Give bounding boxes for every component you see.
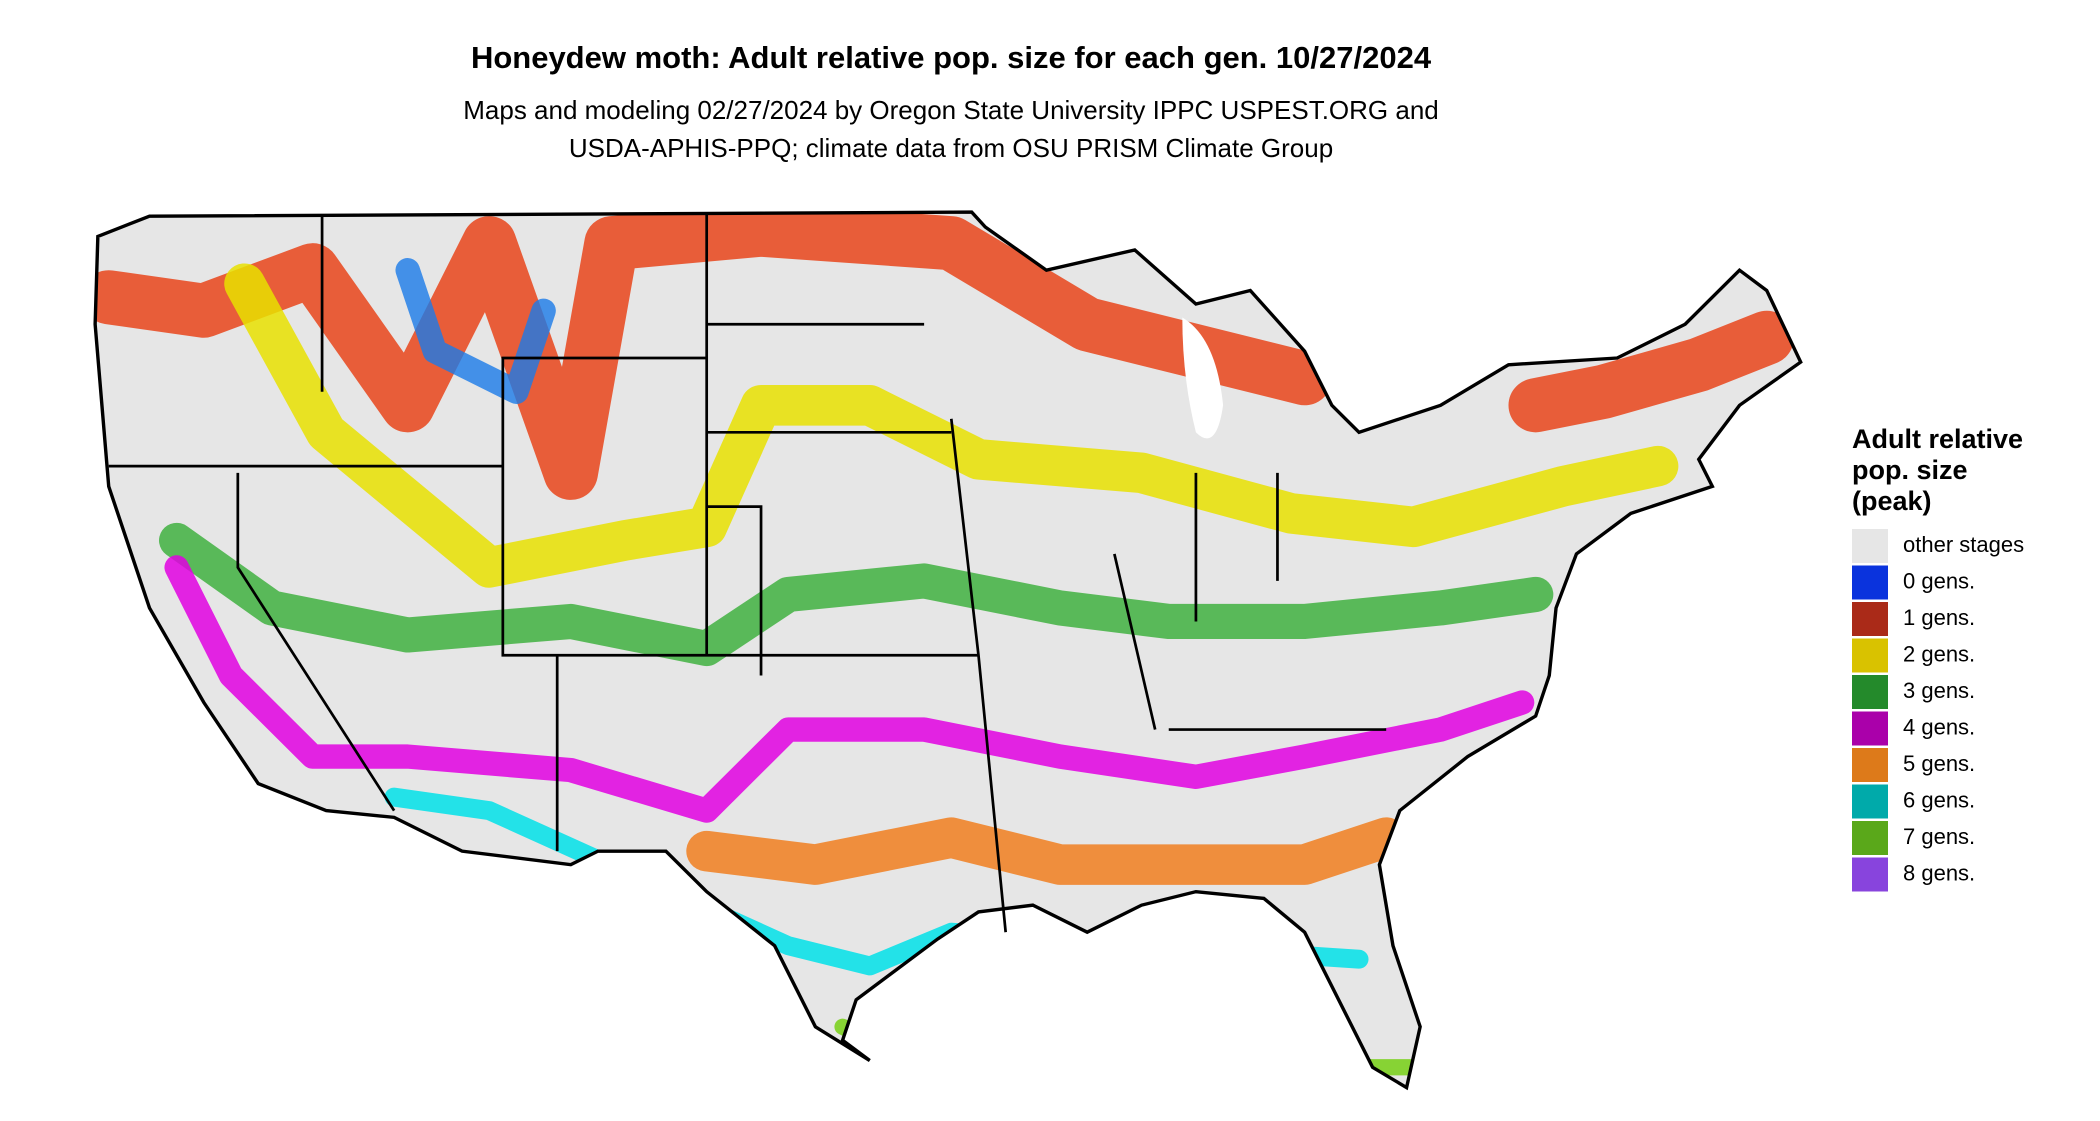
generation-bands xyxy=(95,212,1794,1076)
legend-label: 4 gens. xyxy=(1903,714,1975,739)
legend-swatch xyxy=(1852,857,1888,892)
legend-swatch xyxy=(1852,748,1888,782)
legend-label: 8 gens. xyxy=(1903,860,1975,885)
legend-title: (peak) xyxy=(1852,486,1932,516)
legend-swatch xyxy=(1852,638,1888,673)
subtitle: Maps and modeling 02/27/2024 by Oregon S… xyxy=(463,95,1439,125)
legend-title: Adult relative xyxy=(1852,424,2023,454)
legend-label: 1 gens. xyxy=(1903,605,1975,630)
legend-swatch xyxy=(1852,602,1888,636)
state-borders xyxy=(108,212,1387,933)
legend-label: 2 gens. xyxy=(1903,641,1975,666)
legend-title: pop. size xyxy=(1852,455,1968,485)
legend-label: 0 gens. xyxy=(1903,568,1975,593)
legend-swatch xyxy=(1852,821,1888,855)
subtitle: USDA-APHIS-PPQ; climate data from OSU PR… xyxy=(569,133,1333,163)
legend-label: 6 gens. xyxy=(1903,787,1975,812)
lake xyxy=(1182,317,1224,439)
legend-label: 7 gens. xyxy=(1903,824,1975,849)
title: Honeydew moth: Adult relative pop. size … xyxy=(471,40,1432,75)
legend-label: 5 gens. xyxy=(1903,751,1975,776)
us-map xyxy=(93,210,1803,1090)
legend-label: other stages xyxy=(1903,532,2024,557)
legend-swatch xyxy=(1852,784,1888,819)
legend-swatch xyxy=(1852,675,1888,709)
legend-swatch xyxy=(1852,565,1888,600)
legend-swatch xyxy=(1852,529,1888,563)
legend-label: 3 gens. xyxy=(1903,678,1975,703)
legend-swatch xyxy=(1852,711,1888,746)
